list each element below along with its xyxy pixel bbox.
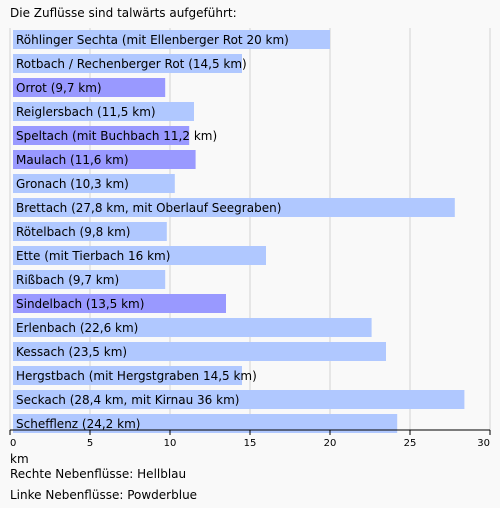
- bar: [13, 150, 196, 169]
- x-tick-label: 25: [404, 438, 417, 449]
- x-tick-label: 30: [477, 438, 490, 449]
- bar: [13, 390, 465, 409]
- bar-label: Gronach (10,3 km): [16, 177, 129, 191]
- bar-label: Rötelbach (9,8 km): [16, 225, 130, 239]
- bar: [13, 126, 190, 145]
- bar: [13, 222, 167, 241]
- bar-label: Rißbach (9,7 km): [16, 273, 119, 287]
- x-axis-ticks: 0 5 10 15 20 25 30: [9, 430, 491, 449]
- legend-left-tributaries: Linke Nebenflüsse: Powderblue: [10, 488, 198, 502]
- bar-label: Orrot (9,7 km): [16, 81, 102, 95]
- x-tick-label: 5: [87, 438, 93, 449]
- legend-right-tributaries: Rechte Nebenflüsse: Hellblau: [10, 467, 187, 481]
- bar-series: [13, 30, 465, 433]
- bar-label: Kessach (23,5 km): [16, 345, 127, 359]
- bar-labels: Röhlinger Sechta (mit Ellenberger Rot 20…: [16, 33, 289, 431]
- bar-label: Schefflenz (24,2 km): [16, 417, 140, 431]
- bar: [13, 342, 386, 361]
- bar: [13, 198, 455, 217]
- bar: [13, 318, 372, 337]
- bar-label: Seckach (28,4 km, mit Kirnau 36 km): [16, 393, 239, 407]
- x-tick-label: 20: [324, 438, 337, 449]
- bar-label: Erlenbach (22,6 km): [16, 321, 138, 335]
- bar: [13, 102, 194, 121]
- bar-label: Reiglersbach (11,5 km): [16, 105, 156, 119]
- bar: [13, 174, 175, 193]
- x-tick-label: 10: [164, 438, 177, 449]
- bar: [13, 294, 226, 313]
- bar: [13, 366, 242, 385]
- bar-label: Maulach (11,6 km): [16, 153, 129, 167]
- bar-label: Röhlinger Sechta (mit Ellenberger Rot 20…: [16, 33, 289, 47]
- bar: [13, 270, 166, 289]
- x-tick-label: 15: [244, 438, 257, 449]
- x-axis-unit-label: km: [10, 452, 29, 466]
- x-tick-label: 0: [10, 438, 16, 449]
- bar-label: Speltach (mit Buchbach 11,2 km): [16, 129, 217, 143]
- bar: [13, 30, 330, 49]
- bar-label: Hergstbach (mit Hergstgraben 14,5 km): [16, 369, 257, 383]
- bar: [13, 54, 242, 73]
- bar: [13, 78, 166, 97]
- bar-label: Ette (mit Tierbach 16 km): [16, 249, 170, 263]
- bar: [13, 414, 398, 433]
- bar-chart: Röhlinger Sechta (mit Ellenberger Rot 20…: [9, 28, 491, 449]
- chart-heading: Die Zuflüsse sind talwärts aufgeführt:: [10, 6, 237, 20]
- bar-label: Brettach (27,8 km, mit Oberlauf Seegrabe…: [16, 201, 281, 215]
- bar-label: Rotbach / Rechenberger Rot (14,5 km): [16, 57, 247, 71]
- bar: [13, 246, 266, 265]
- bar-label: Sindelbach (13,5 km): [16, 297, 144, 311]
